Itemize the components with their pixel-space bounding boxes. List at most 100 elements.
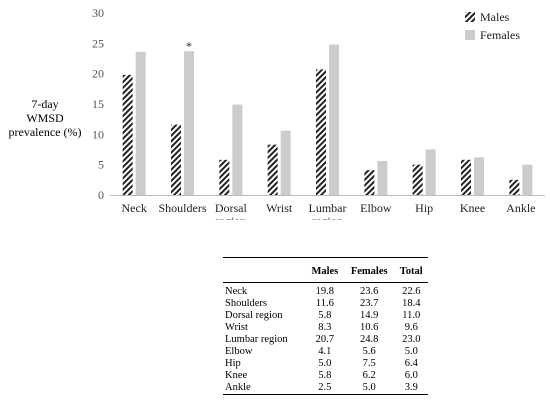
x-tick-label: Elbow (360, 201, 392, 215)
table-row-label: Neck (225, 286, 248, 297)
table-header-cell: Females (350, 266, 388, 277)
table-cell: 23.7 (360, 298, 379, 309)
bar-females (377, 161, 388, 195)
y-axis: 0 5 10 15 20 25 30 (92, 6, 104, 202)
x-axis: NeckShouldersDorsalregionWristLumbarregi… (110, 195, 545, 220)
legend-swatch (465, 12, 475, 22)
table-row: Elbow 4.1 5.6 5.0 (223, 346, 428, 358)
table-cell: 4.1 (318, 346, 332, 357)
table-cell: 6.0 (404, 370, 418, 381)
y-axis-label: 7-day WMSD prevalence (%) (2, 97, 88, 139)
x-tick-label: region (216, 214, 247, 220)
table-row: Ankle 2.5 5.0 3.9 (223, 382, 428, 395)
table-cell: 6.4 (404, 358, 418, 369)
bar-males (316, 69, 326, 195)
y-axis-label-line: WMSD (26, 111, 64, 125)
table-row: Wrist 8.3 10.6 9.6 (223, 322, 428, 334)
table-header-cell: Total (399, 266, 423, 277)
y-tick-label: 30 (92, 6, 104, 20)
bar-females (232, 104, 243, 195)
table-cell: 23.6 (360, 286, 379, 297)
table-cell: 20.7 (315, 334, 335, 345)
table-row-label: Ankle (225, 382, 251, 393)
x-tick-label: Dorsal (215, 201, 248, 215)
x-tick-label: Ankle (506, 201, 535, 215)
x-tick-label: Wrist (266, 201, 293, 215)
table-cell: 19.8 (315, 286, 335, 297)
bar-females (425, 149, 436, 195)
table-cell: 5.0 (404, 346, 418, 357)
x-tick-label: Lumbar (309, 201, 347, 215)
table-row: Hip 5.0 7.5 6.4 (223, 358, 428, 370)
table-cell: 22.6 (402, 286, 421, 297)
table-cell: 7.5 (362, 358, 376, 369)
table-row-label: Wrist (225, 322, 248, 333)
y-tick-label: 0 (98, 188, 104, 202)
legend: Males Females (465, 10, 520, 42)
bars: * (122, 39, 533, 196)
table-cell: 5.0 (362, 382, 376, 393)
bar-males (267, 144, 278, 195)
table-cell: 23.0 (402, 334, 421, 345)
table-cell: 8.3 (318, 322, 332, 333)
table-row: Neck 19.8 23.6 22.6 (223, 283, 428, 299)
y-tick-label: 10 (92, 127, 104, 141)
bar-males (219, 159, 230, 195)
bar-males (461, 159, 471, 195)
table-cell: 11.6 (315, 298, 334, 309)
table-cell: 5.8 (318, 310, 332, 321)
table-cell: 14.9 (360, 310, 379, 321)
x-tick-label: Shoulders (159, 201, 207, 215)
bar-males (122, 74, 133, 195)
y-axis-label-line: 7-day (31, 97, 59, 111)
table-cell: 2.5 (318, 382, 332, 393)
y-tick-label: 20 (92, 67, 104, 81)
table-cell: 5.6 (362, 346, 376, 357)
table-header-cell: Males (311, 266, 339, 277)
table-body: Neck 19.8 23.6 22.6 Shoulders 11.6 23.7 18.4 Dor… (223, 283, 428, 395)
bar-males (412, 164, 423, 195)
table-header-cell (223, 258, 306, 283)
y-tick-label: 5 (98, 158, 104, 172)
table-row: Shoulders 11.6 23.7 18.4 (223, 298, 428, 310)
bar-females (329, 44, 339, 196)
bar-females (135, 51, 146, 196)
significance-annotation: * (186, 39, 192, 53)
x-tick-label: Hip (415, 201, 433, 215)
prevalence-table: Males Females Total Neck 19.8 23.6 22.6 Shou… (223, 257, 428, 395)
table-cell: 18.4 (402, 298, 421, 309)
x-tick-label: region (312, 214, 343, 220)
bar-males (364, 170, 375, 195)
bar-females (184, 51, 194, 195)
table-cell: 5.0 (318, 358, 332, 369)
table-row-label: Lumbar region (225, 334, 288, 345)
table-cell: 3.9 (404, 382, 418, 393)
table-row-label: Elbow (225, 346, 253, 357)
legend-swatch (465, 30, 475, 40)
y-axis-label-line: prevalence (%) (8, 125, 82, 139)
table-cell: 5.8 (318, 370, 332, 381)
x-tick-label: Knee (460, 201, 485, 215)
table-header-row: Males Females Total (223, 257, 428, 283)
y-tick-label: 25 (92, 36, 104, 50)
table-cell: 6.2 (362, 370, 376, 381)
table-cell: 10.6 (360, 322, 379, 333)
table-cell: 11.0 (402, 310, 421, 321)
table-row-label: Shoulders (225, 298, 267, 309)
legend-label: Females (480, 28, 520, 42)
bar-females (280, 130, 291, 195)
x-tick-label: Neck (122, 201, 147, 215)
table-row: Knee 5.8 6.2 6.0 (223, 370, 428, 382)
table-row: Dorsal region 5.8 14.9 11.0 (223, 310, 428, 322)
bar-females (522, 164, 533, 195)
bar-males (509, 179, 520, 195)
bar-males (171, 124, 181, 195)
data-table: Males Females Total Neck 19.8 23.6 22.6 Shou… (223, 257, 428, 395)
legend-label: Males (480, 10, 510, 24)
y-tick-label: 15 (92, 97, 104, 111)
table-cell: 24.8 (360, 334, 379, 345)
table-row-label: Knee (225, 370, 248, 381)
table-row: Lumbar region 20.7 24.8 23.0 (223, 334, 428, 346)
bar-females (474, 157, 484, 195)
